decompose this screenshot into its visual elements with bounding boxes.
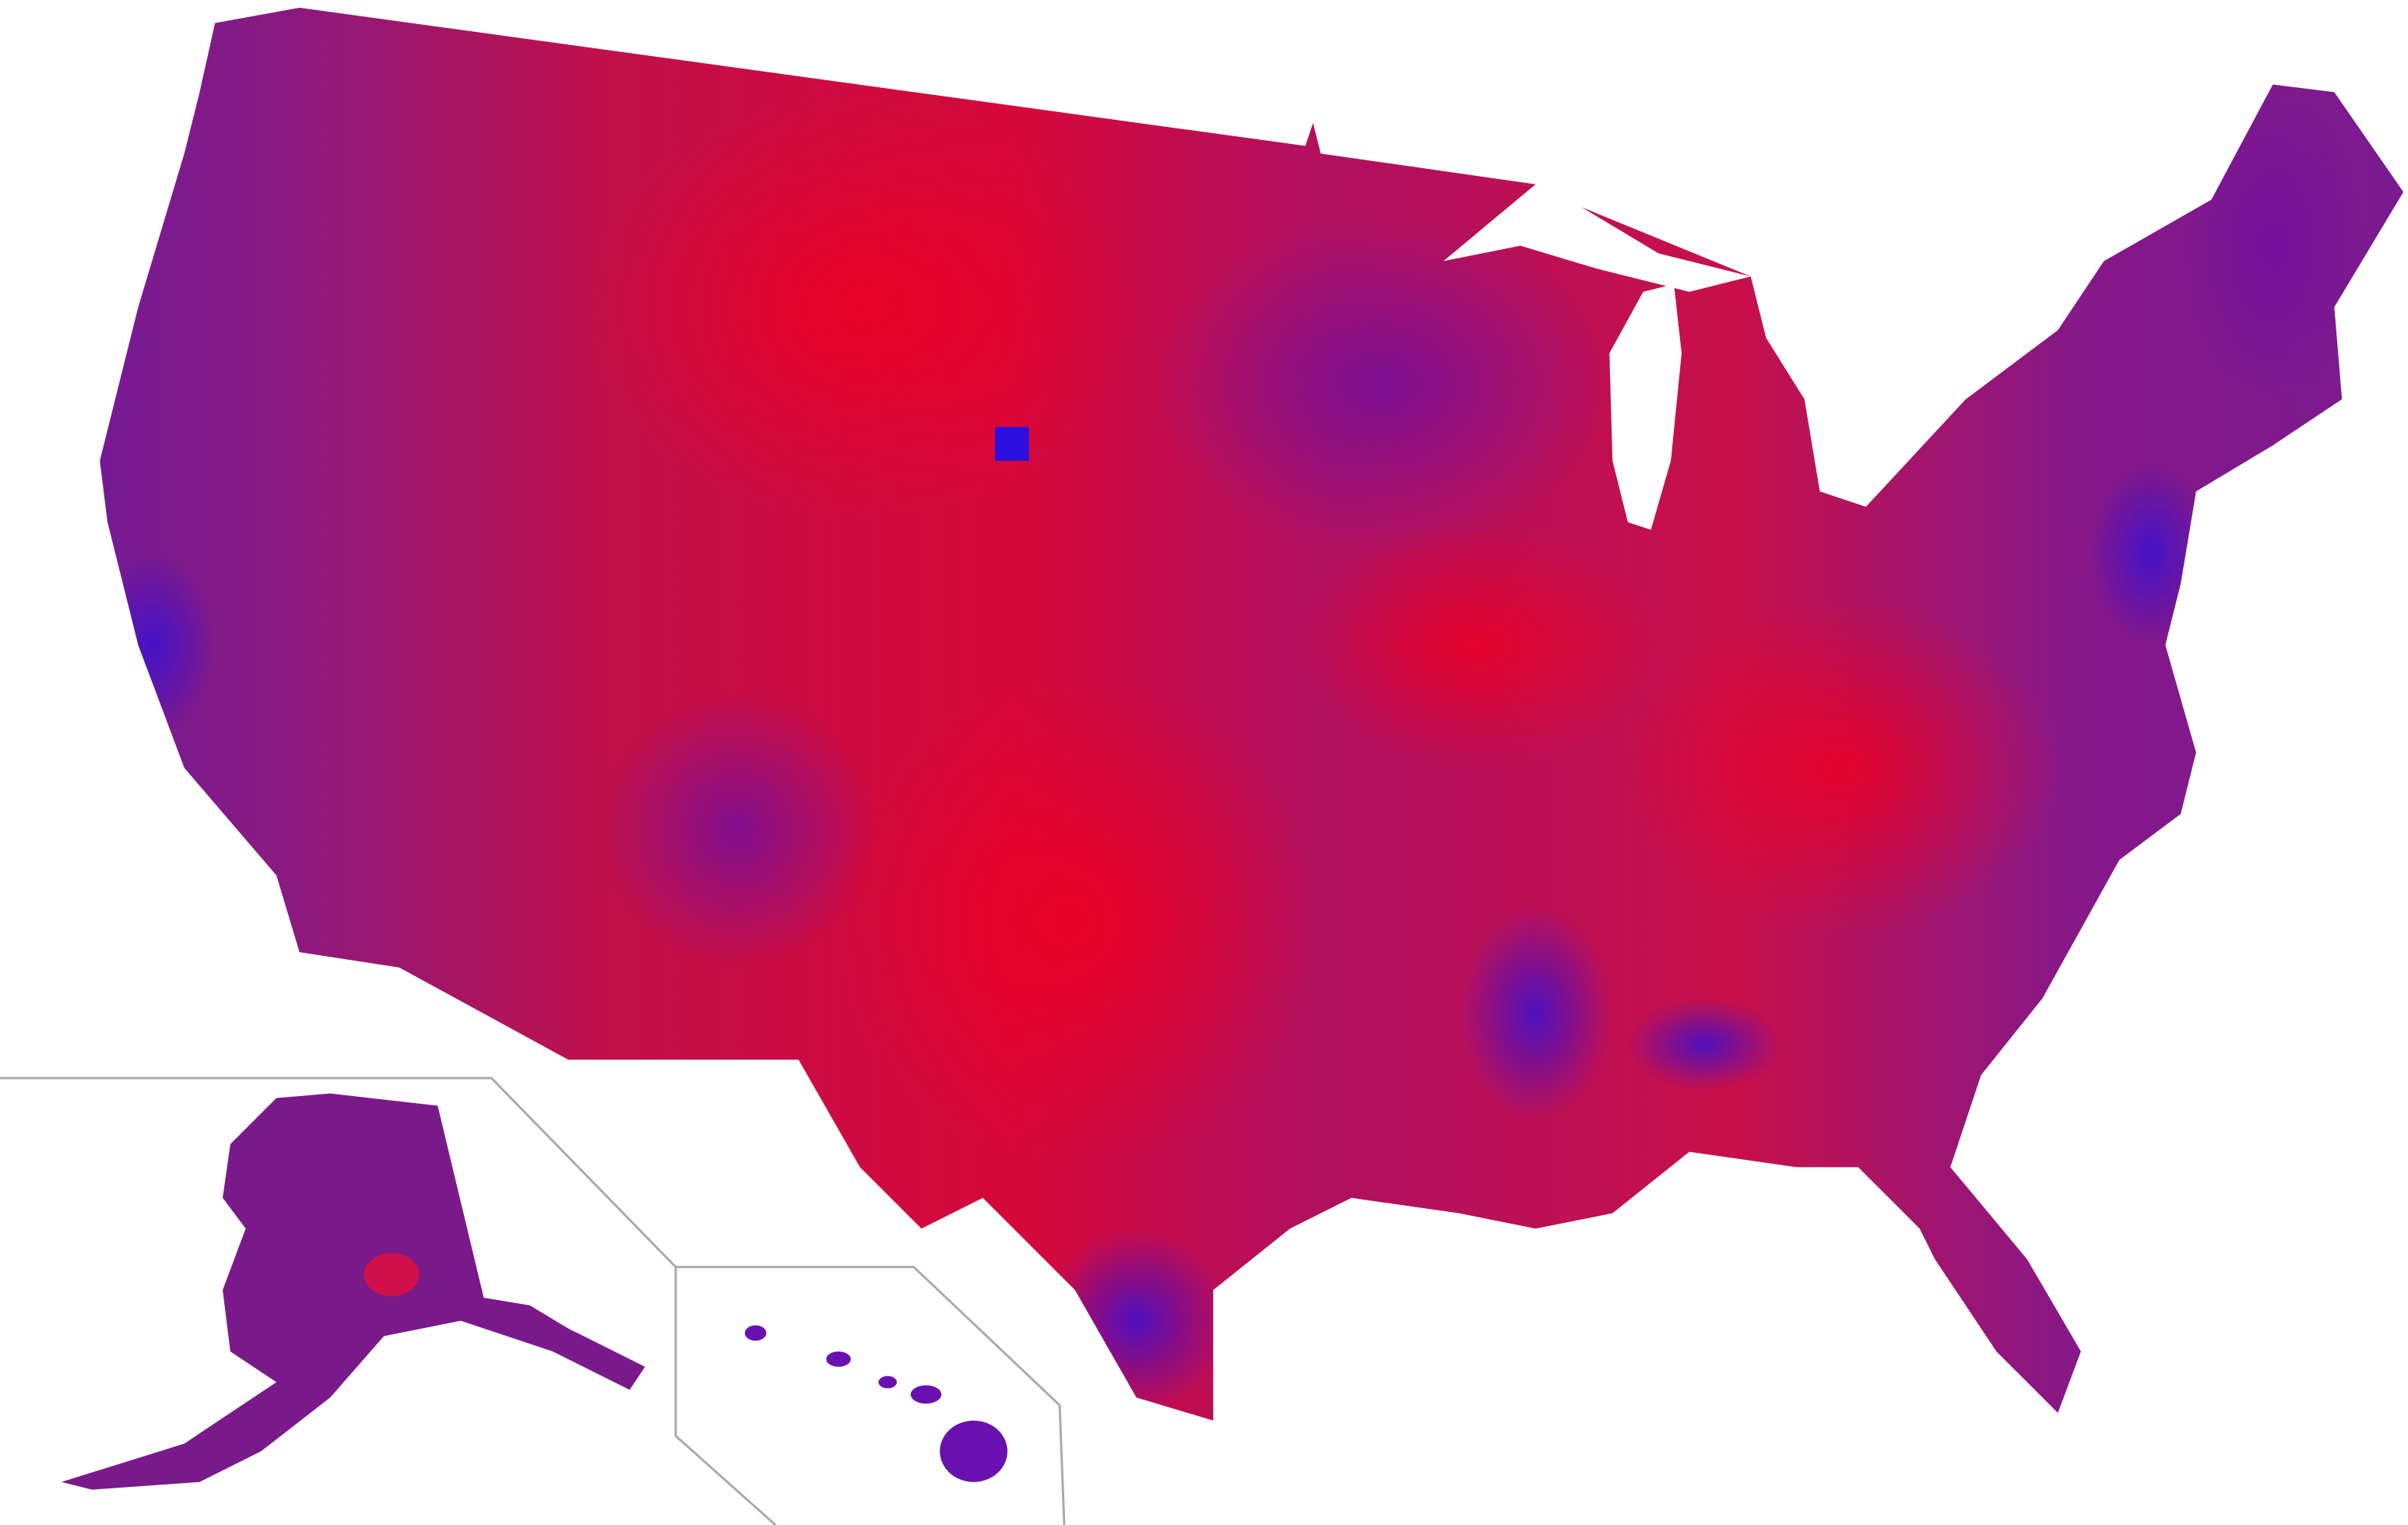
island	[910, 1385, 942, 1404]
shade	[1289, 522, 1659, 768]
shade	[1458, 905, 1613, 1122]
county	[995, 427, 1029, 461]
inset-borders	[0, 1077, 1066, 1525]
shade	[1627, 998, 1782, 1091]
shade	[599, 690, 876, 968]
island	[878, 1376, 897, 1389]
shade	[2088, 460, 2212, 645]
island	[744, 1325, 767, 1341]
shade	[1044, 1228, 1229, 1413]
alaska	[61, 1093, 645, 1490]
lake-michigan	[1609, 283, 1682, 530]
island	[940, 1420, 1008, 1482]
shade	[100, 553, 216, 737]
shade	[1627, 599, 2058, 937]
shade	[583, 92, 1137, 522]
shade	[1151, 215, 1613, 553]
lake-superior	[1443, 184, 1751, 292]
island	[826, 1351, 851, 1367]
hawaii	[744, 1325, 1008, 1482]
inset-border	[675, 1266, 1066, 1525]
alaska-county	[364, 1253, 420, 1297]
shade	[829, 676, 1321, 1168]
shade	[2181, 92, 2365, 399]
